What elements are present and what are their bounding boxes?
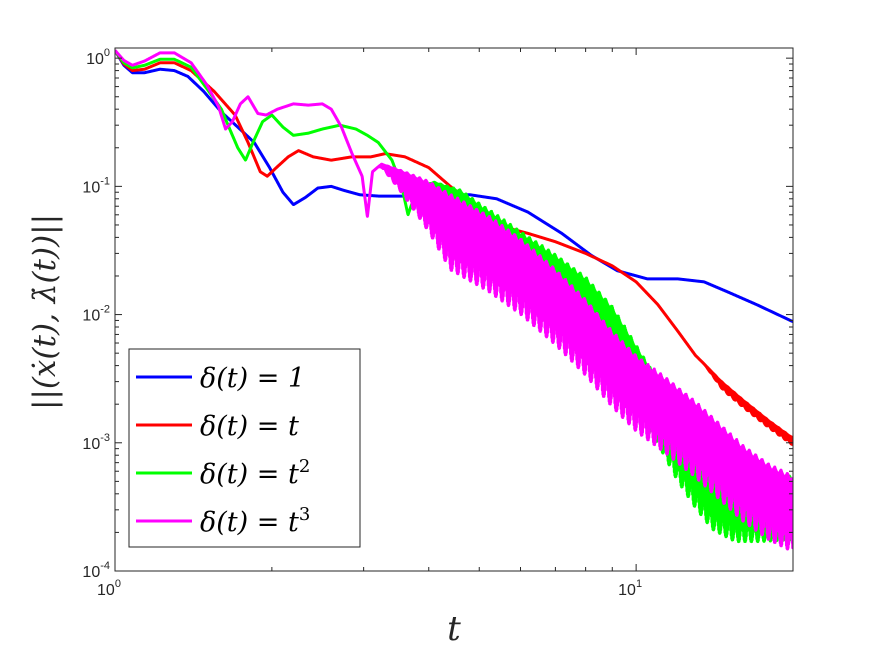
legend: δ(t) = 1 δ(t) = t δ(t) = t2 δ(t) = t3 (128, 348, 361, 548)
ticks-group: 100 101 10-4 10-3 10-2 10-1 100 (82, 47, 793, 599)
legend-box (128, 348, 361, 548)
y-tick-label: 10-2 (82, 304, 110, 325)
y-axis-label: ||(ẋ(t), λ̇(t))|| (27, 214, 63, 410)
x-tick-label: 101 (618, 578, 642, 599)
legend-label: δ(t) = t3 (200, 504, 310, 538)
legend-label: δ(t) = 1 (200, 363, 305, 394)
y-tick-label: 10-3 (82, 432, 110, 453)
series-line (115, 49, 793, 551)
plot-frame (114, 47, 794, 572)
legend-label: δ(t) = t2 (200, 456, 310, 490)
series-group (115, 49, 793, 551)
y-tick-label: 10-4 (82, 560, 110, 581)
x-axis-label: t (447, 609, 461, 649)
y-tick-label: 100 (86, 47, 110, 68)
x-tick-label: 100 (97, 578, 121, 599)
y-tick-label: 10-1 (82, 175, 110, 196)
legend-label: δ(t) = t (200, 411, 299, 442)
